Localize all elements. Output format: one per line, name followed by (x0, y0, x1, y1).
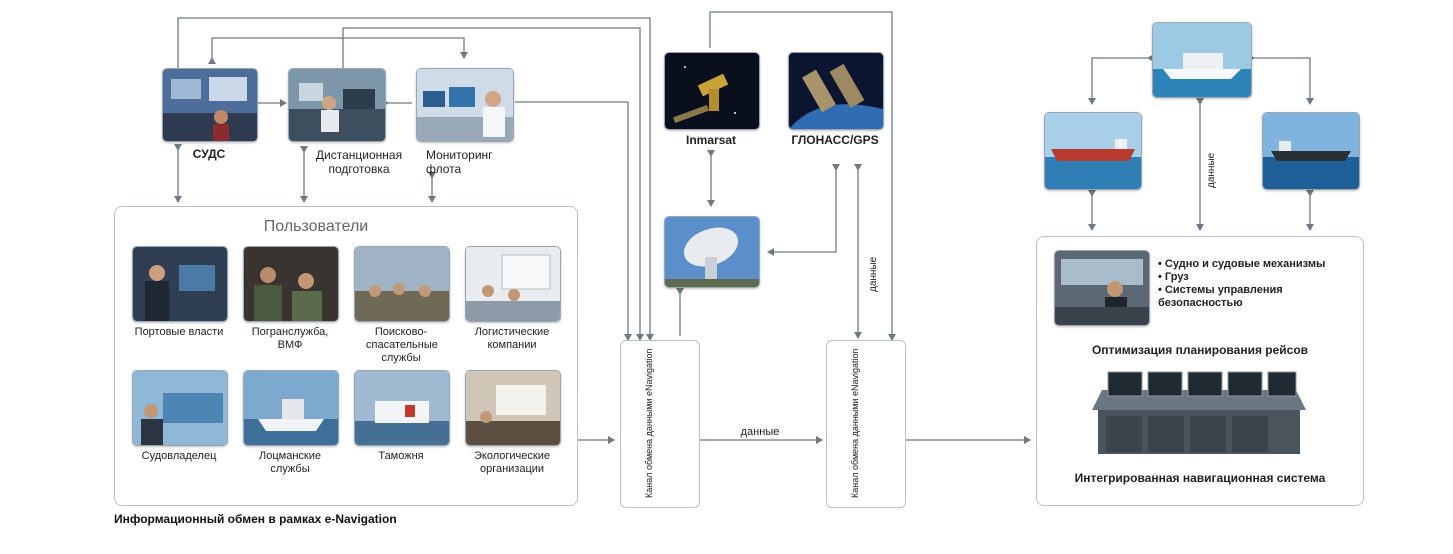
customs-label: Таможня (378, 450, 424, 462)
tanker-photo (1262, 112, 1360, 190)
sudc-photo (162, 68, 258, 142)
voyage-optimization-label: Оптимизация планирования рейсов (1091, 343, 1309, 357)
sudc-label: СУДС (192, 147, 226, 161)
distance-training-label: Дистанционная подготовка (315, 148, 403, 176)
pilot-service-photo (243, 370, 339, 446)
inmarsat-photo (664, 52, 760, 130)
ins-label: Интегрированная навигационная система (1074, 471, 1326, 485)
search-rescue-label: Поисково-спасательные службы (366, 326, 438, 364)
ecology-photo (465, 370, 561, 446)
border-service-photo (243, 246, 339, 322)
shipowner-photo (132, 370, 228, 446)
left-data-channel-label: Канал обмена данными eNavigation (644, 348, 654, 498)
diagram-caption: Информационный обмен в рамках e-Navigati… (114, 512, 397, 526)
logistics-label: Логистические компании (474, 326, 550, 351)
search-rescue-photo (354, 246, 450, 322)
users-title: Пользователи (263, 218, 369, 235)
ships-data-label: данные (1206, 152, 1217, 188)
ins-console-image (1088, 370, 1310, 456)
ground-antenna-photo (664, 216, 760, 288)
border-service-label: Погранслужба, ВМФ (251, 326, 329, 351)
bridge-photo (1054, 250, 1150, 326)
ship-systems-item: Системы управления безопасностью (1158, 284, 1354, 310)
between-channels-label: данные (740, 426, 780, 438)
yacht-photo (1152, 22, 1252, 98)
left-data-channel (620, 340, 700, 508)
pilot-service-label: Лоцманские службы (259, 450, 321, 475)
ship-systems-item: Груз (1158, 271, 1354, 284)
ecology-label: Экологические организации (474, 450, 550, 475)
port-authority-label: Портовые власти (134, 326, 224, 338)
customs-photo (354, 370, 450, 446)
glonass-label: ГЛОНАСС/GPS (791, 133, 879, 147)
glonass-photo (788, 52, 884, 130)
right-data-channel (826, 340, 906, 508)
inmarsat-label: Inmarsat (685, 133, 737, 147)
fleet-monitoring-label: Мониторинг флота (426, 148, 493, 176)
shipowner-label: Судовладелец (141, 450, 217, 462)
distance-training-photo (288, 68, 386, 142)
cargo-ship-photo (1044, 112, 1142, 190)
fleet-monitoring-photo (416, 68, 514, 142)
port-authority-photo (132, 246, 228, 322)
ship-systems-item: Судно и судовые механизмы (1158, 258, 1354, 271)
satellite-data-label: данные (868, 256, 879, 292)
right-data-channel-label: Канал обмена данными eNavigation (850, 348, 860, 498)
ship-systems-list: Судно и судовые механизмы Груз Системы у… (1158, 258, 1354, 310)
logistics-photo (465, 246, 561, 322)
